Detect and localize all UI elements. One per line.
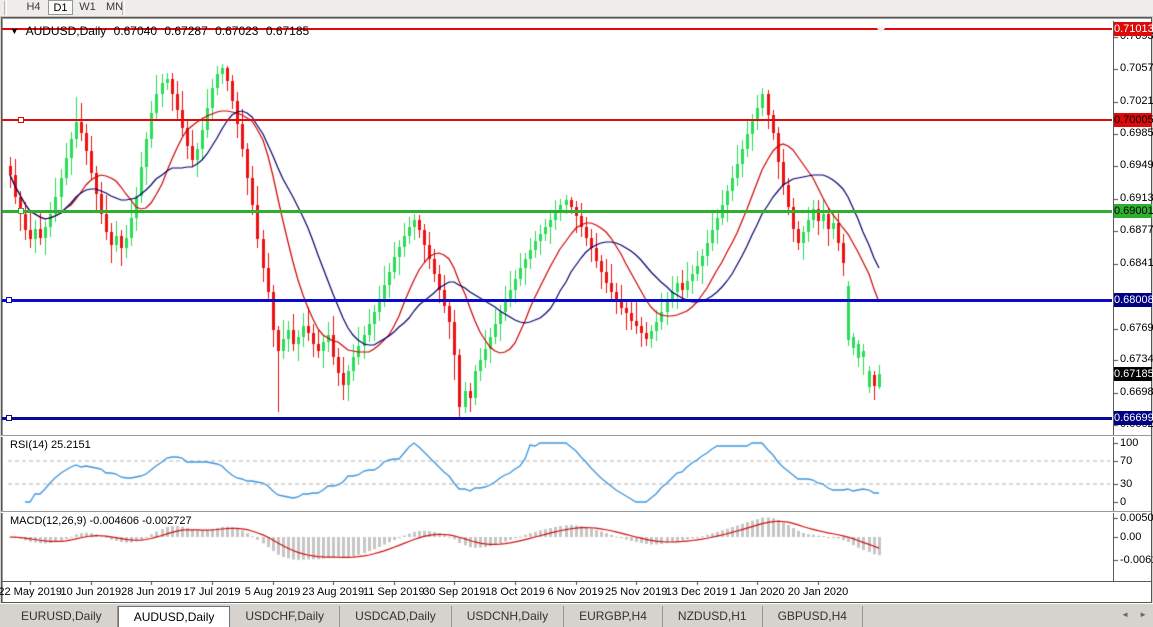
ohlc-open: 0.67040 <box>113 24 158 38</box>
rsi-tick-label: 30 <box>1120 478 1133 490</box>
line-drag-handle[interactable] <box>18 208 24 214</box>
date-tick-label: 6 Nov 2019 <box>547 586 604 598</box>
horizontal-line-0.69001[interactable] <box>2 210 1112 213</box>
date-tick-label: 13 Dec 2019 <box>665 586 728 598</box>
price-label-box-0.70005: 0.70005 <box>1114 113 1153 127</box>
date-tick-label: 10 Jun 2019 <box>60 586 122 598</box>
date-tick-label: 17 Jul 2019 <box>183 586 241 598</box>
date-tick-label: 22 May 2019 <box>0 586 62 598</box>
price-label-box-0.67185: 0.67185 <box>1114 367 1153 381</box>
tabs-scroll-left-icon[interactable]: ◄ <box>1121 610 1130 619</box>
rsi-tick-label: 70 <box>1120 455 1133 467</box>
macd-pane-separator[interactable] <box>1 511 1151 513</box>
rsi-tick-label: 0 <box>1120 496 1127 508</box>
tab-scroll-buttons: ◄ ► <box>1121 610 1147 619</box>
macd-tick-label: 0.005076 <box>1120 512 1153 524</box>
line-drag-handle[interactable] <box>6 297 12 303</box>
date-tick-label: 30 Sep 2019 <box>423 586 486 598</box>
line-drag-handle[interactable] <box>6 415 12 421</box>
price-label-box-0.69001: 0.69001 <box>1114 204 1153 218</box>
line-drag-handle[interactable] <box>18 117 24 123</box>
date-tick-label: 25 Nov 2019 <box>604 586 668 598</box>
horizontal-line-0.68008[interactable] <box>2 299 1112 302</box>
date-tick-label: 20 Jan 2020 <box>787 586 849 598</box>
macd-tick-label: -0.006148 <box>1120 554 1153 566</box>
date-tick-label: 18 Oct 2019 <box>485 586 545 598</box>
rsi-tick-label: 100 <box>1120 437 1139 449</box>
date-tick-label: 23 Aug 2019 <box>302 586 365 598</box>
macd-indicator-label: MACD(12,26,9) -0.004606 -0.002727 <box>10 515 192 527</box>
symbol-dropdown-icon[interactable]: ▼ <box>10 26 19 36</box>
price-axis-divider <box>1113 21 1114 581</box>
date-tick-label: 5 Aug 2019 <box>244 586 301 598</box>
chart-symbol-label: AUDUSD,Daily <box>25 24 107 38</box>
price-label-box-0.66699: 0.66699 <box>1114 411 1153 425</box>
ohlc-low: 0.67023 <box>215 24 259 38</box>
rsi-indicator-label: RSI(14) 25.2151 <box>10 439 91 451</box>
horizontal-line-0.71013[interactable] <box>2 28 1112 30</box>
horizontal-line-0.70005[interactable] <box>2 119 1112 121</box>
ohlc-high: 0.67287 <box>164 24 208 38</box>
date-tick-label: 28 Jun 2019 <box>121 586 182 598</box>
rsi-pane-separator[interactable] <box>1 435 1151 437</box>
horizontal-line-0.66699[interactable] <box>2 417 1112 420</box>
date-tick-label: 1 Jan 2020 <box>730 586 785 598</box>
price-label-box-0.68008: 0.68008 <box>1114 293 1153 307</box>
date-axis-line <box>1 581 1151 582</box>
price-label-box-0.71013: 0.71013 <box>1114 22 1153 36</box>
tabs-scroll-right-icon[interactable]: ► <box>1139 610 1147 619</box>
date-tick-label: 11 Sep 2019 <box>363 586 425 598</box>
ohlc-close: 0.67185 <box>265 24 310 38</box>
chart-title: ▼ AUDUSD,Daily 0.67040 0.67287 0.67023 0… <box>10 24 313 38</box>
macd-tick-label: 0.00 <box>1120 531 1142 543</box>
chart-shift-marker[interactable] <box>876 27 886 33</box>
